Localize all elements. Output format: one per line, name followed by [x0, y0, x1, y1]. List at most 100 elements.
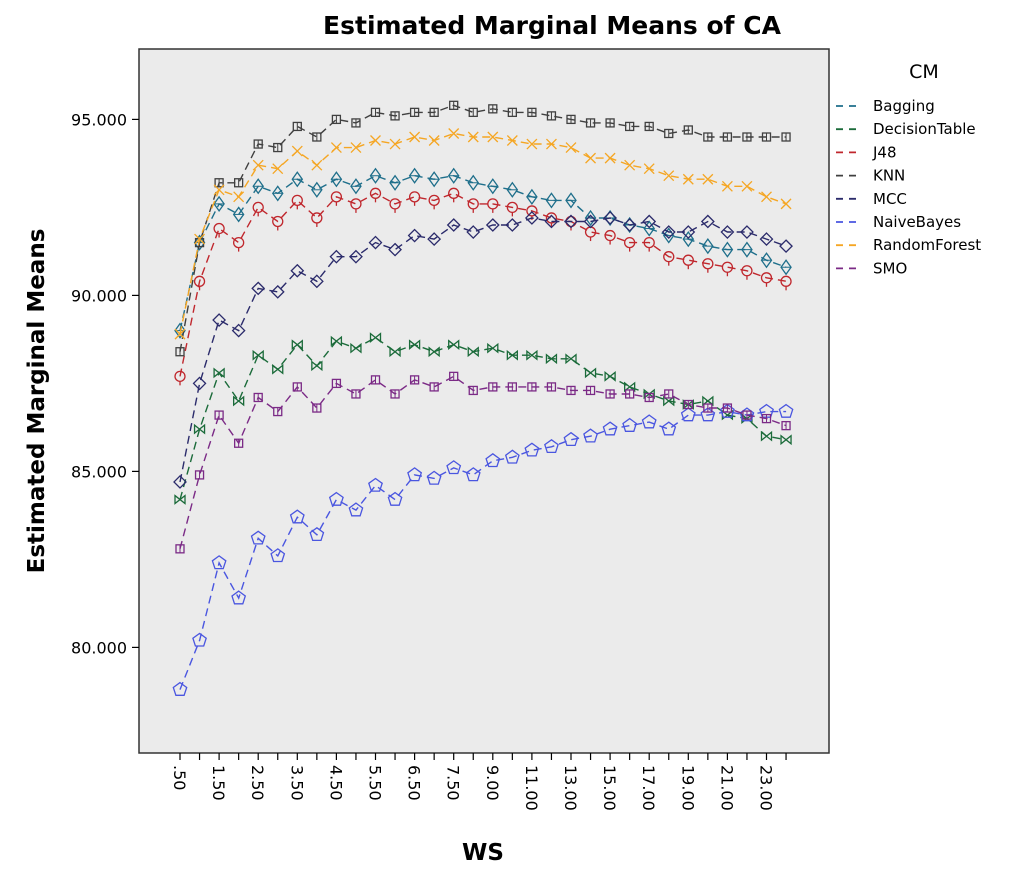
x-tick-label: 23.00 — [757, 765, 776, 811]
data-point — [722, 403, 733, 413]
data-point — [311, 360, 323, 372]
x-axis: .50 1.50 2.50 3.50 4.50 5.50 6.50 7.50 9.00 11.00… — [170, 753, 787, 811]
data-point — [174, 494, 186, 505]
data-point — [214, 410, 224, 420]
data-point — [506, 201, 518, 217]
data-point — [663, 251, 675, 266]
data-point — [408, 339, 421, 351]
data-point — [407, 228, 422, 243]
data-point — [172, 681, 188, 696]
data-point — [506, 181, 519, 198]
data-point — [349, 249, 363, 264]
x-tick-label: 7.50 — [444, 765, 463, 801]
data-point — [527, 382, 537, 392]
data-point — [468, 385, 478, 396]
data-point — [232, 236, 245, 252]
data-point — [583, 428, 598, 443]
data-point — [624, 236, 636, 252]
data-point — [644, 392, 654, 403]
legend-label: SMO — [873, 259, 907, 277]
data-point — [702, 238, 714, 255]
data-point — [566, 114, 576, 125]
data-point — [233, 191, 245, 203]
data-point — [506, 349, 518, 361]
data-point — [370, 135, 381, 146]
data-point — [193, 275, 206, 291]
data-point — [780, 275, 792, 291]
data-point — [604, 152, 616, 164]
data-point — [487, 178, 499, 195]
data-point — [429, 382, 439, 392]
data-point — [703, 132, 713, 142]
data-point — [664, 389, 674, 399]
data-point — [760, 272, 773, 287]
data-point — [389, 198, 401, 213]
data-point — [700, 407, 716, 422]
data-point — [604, 371, 616, 382]
data-point — [781, 132, 791, 142]
series-RandomForest — [174, 128, 792, 340]
series-J48 — [174, 187, 792, 386]
data-point — [192, 376, 207, 391]
data-point — [760, 430, 773, 442]
data-point — [624, 159, 636, 171]
x-tick-label: 15.00 — [600, 765, 619, 811]
data-point — [488, 382, 498, 392]
legend-label: RandomForest — [873, 236, 981, 254]
data-point — [351, 118, 361, 128]
data-point — [311, 212, 323, 227]
data-point — [721, 180, 733, 192]
data-point — [625, 389, 635, 399]
data-point — [175, 544, 185, 554]
data-point — [761, 413, 772, 424]
data-point — [527, 107, 537, 118]
y-axis: 80.000 85.000 90.000 95.000 — [71, 110, 139, 657]
x-tick-label: 2.50 — [248, 765, 267, 801]
data-point — [328, 491, 344, 506]
data-point — [721, 241, 734, 258]
data-point — [760, 252, 773, 269]
data-point — [232, 206, 245, 223]
x-tick-label: .50 — [170, 765, 189, 790]
data-point — [370, 375, 381, 385]
data-point — [507, 382, 518, 392]
data-point — [563, 431, 579, 447]
data-point — [233, 178, 244, 188]
data-point — [271, 185, 284, 202]
data-point — [643, 163, 655, 175]
data-point — [488, 104, 498, 114]
data-point — [661, 225, 676, 239]
data-point — [389, 138, 401, 150]
data-point — [524, 211, 539, 225]
data-point — [545, 353, 558, 365]
data-point — [524, 442, 540, 457]
data-point — [644, 121, 654, 132]
plot-area — [138, 48, 830, 754]
data-point — [545, 212, 558, 227]
data-point — [583, 214, 598, 229]
data-point — [702, 395, 714, 407]
data-point — [740, 225, 754, 239]
data-point — [700, 214, 715, 229]
data-point — [585, 152, 597, 164]
x-tick-label: 4.50 — [326, 765, 345, 801]
x-tick-label: 11.00 — [522, 765, 541, 811]
data-point — [270, 548, 286, 563]
data-point — [545, 138, 557, 150]
data-point — [565, 192, 577, 209]
data-point — [291, 145, 303, 157]
data-point — [604, 229, 616, 245]
x-tick-label: 21.00 — [717, 765, 736, 811]
data-point — [702, 173, 714, 185]
data-point — [331, 378, 342, 389]
data-point — [761, 191, 772, 203]
series-layer — [172, 100, 794, 696]
x-tick-label: 5.50 — [366, 765, 385, 801]
data-point — [449, 100, 459, 110]
data-point — [544, 214, 559, 229]
y-tick-label: 85.000 — [71, 462, 127, 481]
data-point — [566, 385, 576, 396]
legend-label: KNN — [873, 167, 905, 185]
data-point — [643, 236, 655, 252]
